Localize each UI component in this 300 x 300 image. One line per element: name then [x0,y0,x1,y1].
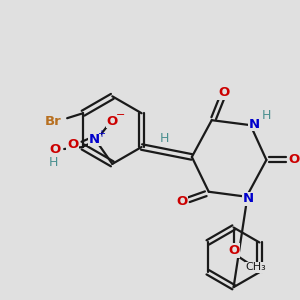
Text: Br: Br [45,115,62,128]
Text: O: O [218,86,229,99]
Text: N: N [243,192,254,205]
Text: −: − [116,110,125,120]
Text: H: H [262,109,271,122]
Text: N: N [249,118,260,131]
Text: O: O [289,153,300,167]
Text: O: O [67,137,78,151]
Text: +: + [98,129,105,139]
Text: H: H [49,156,58,170]
Text: O: O [107,115,118,128]
Text: H: H [160,132,169,145]
Text: O: O [176,195,188,208]
Text: O: O [50,142,61,155]
Text: CH₃: CH₃ [245,262,266,272]
Text: N: N [89,133,100,146]
Text: O: O [228,244,239,257]
